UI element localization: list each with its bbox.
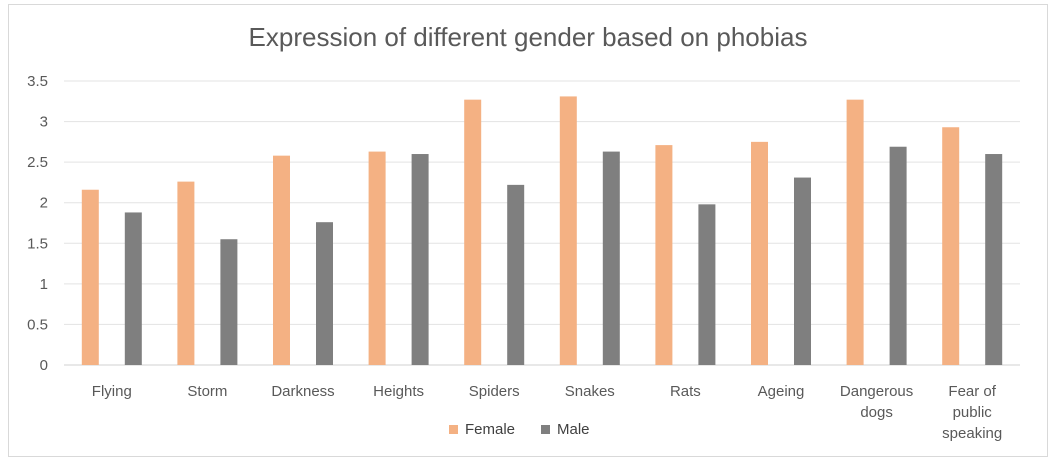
x-category-label-line: Fear of (948, 383, 996, 400)
x-category-label: Ageing (758, 383, 805, 400)
bar-male (220, 239, 238, 365)
x-category-label: Darkness (271, 383, 334, 400)
bar-female (177, 181, 195, 365)
y-tick-label: 0 (40, 357, 48, 374)
bar-male (507, 184, 525, 365)
bar-male (602, 151, 620, 365)
x-category-label-line: Spiders (469, 383, 520, 400)
x-category-label: Fear of public speaking (942, 383, 1002, 442)
x-category-label-line: Rats (670, 383, 701, 400)
x-axis-labels: Flying Storm Darkness Heights Spiders Snakes R… (92, 383, 1002, 442)
x-category-label-line: public (953, 404, 993, 421)
bar-female (942, 127, 960, 365)
x-category-label-line: Heights (373, 383, 424, 400)
y-tick-label: 3 (40, 114, 48, 131)
legend-label-male: Male (557, 421, 590, 438)
bar-female (846, 99, 864, 366)
legend-swatch-male (541, 425, 550, 434)
bar-female (273, 155, 290, 365)
x-category-label: Spiders (469, 383, 520, 400)
y-tick-label: 0.5 (27, 316, 48, 333)
bar-male (316, 222, 333, 365)
bar-male (889, 146, 907, 365)
x-category-label: Dangerous dogs (840, 383, 913, 421)
x-category-label: Rats (670, 383, 701, 400)
bar-male (124, 212, 142, 365)
y-tick-label: 2.5 (27, 154, 48, 171)
bar-male (794, 177, 811, 365)
legend: Female Male (449, 421, 590, 438)
bar-female (655, 145, 673, 365)
x-category-label: Snakes (565, 383, 615, 400)
bar-male (698, 204, 716, 365)
x-category-label-line: Snakes (565, 383, 615, 400)
x-category-label-line: Storm (187, 383, 227, 400)
gridlines (64, 80, 1020, 366)
legend-label-female: Female (465, 421, 515, 438)
bar-female (81, 189, 99, 365)
x-category-label: Flying (92, 383, 132, 400)
y-tick-label: 2 (40, 195, 48, 212)
x-category-label-line: Flying (92, 383, 132, 400)
y-axis-ticks: 0 0.5 1 1.5 2 2.5 3 3.5 (27, 73, 48, 374)
bar-female (751, 141, 768, 365)
x-category-label-line: Darkness (271, 383, 334, 400)
bar-female (464, 99, 482, 366)
x-category-label-line: speaking (942, 425, 1002, 442)
x-category-label: Storm (187, 383, 227, 400)
x-category-label: Heights (373, 383, 424, 400)
bar-female (368, 151, 386, 365)
x-category-label-line: dogs (860, 404, 893, 421)
bar-female (559, 96, 577, 365)
bar-male (985, 154, 1003, 365)
bar-male (411, 154, 429, 365)
chart-title: Expression of different gender based on … (249, 22, 808, 52)
x-category-label-line: Ageing (758, 383, 805, 400)
legend-swatch-female (449, 425, 458, 434)
y-tick-label: 1.5 (27, 235, 48, 252)
y-tick-label: 3.5 (27, 73, 48, 90)
bars (81, 96, 1003, 366)
y-tick-label: 1 (40, 276, 48, 293)
x-category-label-line: Dangerous (840, 383, 913, 400)
